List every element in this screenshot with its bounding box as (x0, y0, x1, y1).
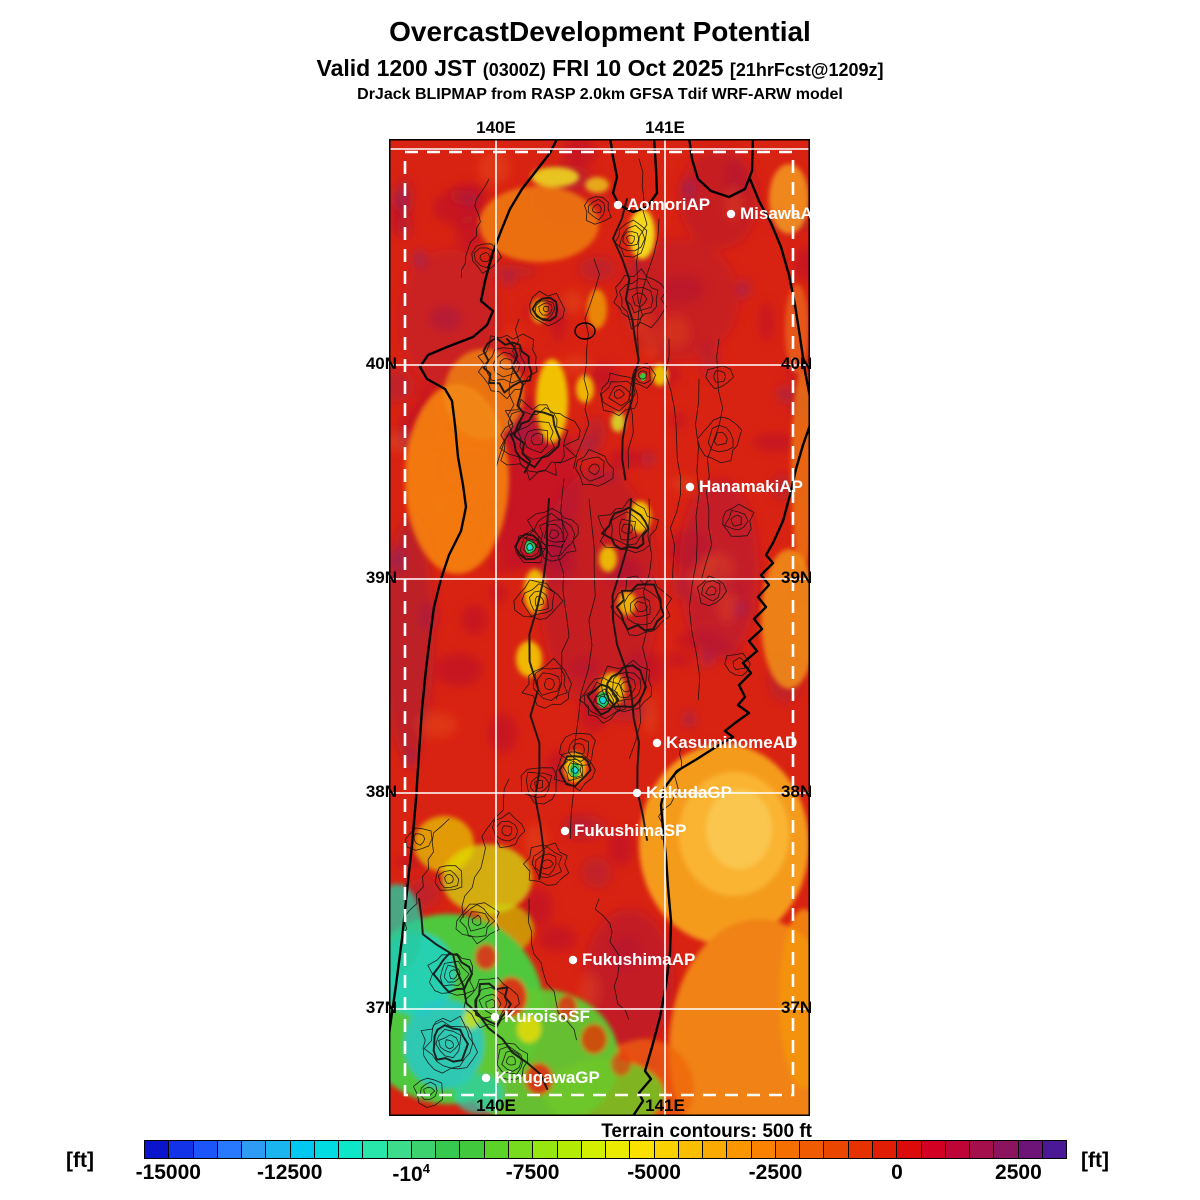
colorbar-segment (314, 1141, 340, 1158)
colorbar-bar (144, 1140, 1067, 1159)
valid-time-part: Valid 1200 JST (316, 55, 483, 81)
location-label: FukushimaAP (582, 950, 696, 969)
valid-time-part: [21hrFcst@1209z] (729, 60, 884, 80)
colorbar-segment (411, 1141, 437, 1158)
colorbar-segment (266, 1141, 291, 1158)
colorbar-segment (508, 1141, 534, 1158)
parallel-label-right: 37N (781, 998, 813, 1017)
colorbar-tick: -12500 (257, 1161, 323, 1184)
location-label: KuroisoSF (504, 1007, 590, 1026)
location-marker (685, 482, 695, 492)
field-layer (389, 139, 810, 1116)
location-label: KinugawaGP (495, 1068, 600, 1087)
valid-time-part: (0300Z) (482, 60, 546, 80)
colorbar-tick: 0 (891, 1161, 903, 1184)
parallel-label-left: 39N (365, 568, 397, 587)
model-line: DrJack BLIPMAP from RASP 2.0km GFSA Tdif… (357, 86, 843, 103)
colorbar-segment (145, 1141, 170, 1158)
colorbar-segment (945, 1141, 971, 1158)
colorbar-segment (460, 1141, 485, 1158)
colorbar-segment (363, 1141, 388, 1158)
colorbar-segment (678, 1141, 704, 1158)
colorbar-segment (217, 1141, 243, 1158)
coastline (389, 139, 810, 1116)
location-markers (481, 200, 736, 1083)
colorbar-unit-left: [ft] (66, 1149, 94, 1172)
location-label: KasuminomeAD (666, 733, 798, 752)
inset-dashed-border (403, 150, 795, 1097)
colorbar-segment (581, 1141, 607, 1158)
colorbar-segment (606, 1141, 631, 1158)
page-title: OvercastDevelopment Potential (389, 16, 811, 47)
meridian-label-bottom: 141E (645, 1096, 685, 1115)
location-label: MisawaAD (740, 204, 826, 223)
location-marker (613, 200, 623, 210)
colorbar-segment (533, 1141, 558, 1158)
valid-time-line: Valid 1200 JST (0300Z) FRI 10 Oct 2025 [… (0, 55, 1200, 82)
colorbar-tick: -104 (392, 1161, 430, 1186)
location-marker (560, 826, 570, 836)
colorbar-tick: -7500 (505, 1161, 560, 1184)
colorbar-segment (436, 1141, 461, 1158)
terrain-contours-note: Terrain contours: 500 ft (601, 1121, 812, 1142)
location-label: HanamakiAP (699, 477, 803, 496)
parallel-label-right: 39N (781, 568, 813, 587)
map-frame (389, 139, 810, 1116)
colorbar-segment (824, 1141, 849, 1158)
colorbar-segment (387, 1141, 412, 1158)
colorbar-segment (727, 1141, 752, 1158)
colorbar-unit-right: [ft] (1081, 1149, 1109, 1172)
colorbar-tick: -15000 (135, 1161, 201, 1184)
parallel-label-left: 38N (365, 782, 397, 801)
colorbar-segment (193, 1141, 218, 1158)
colorbar-segment (242, 1141, 267, 1158)
location-label: KakudaGP (646, 783, 732, 802)
colorbar-segment (703, 1141, 728, 1158)
colorbar-segment (654, 1141, 679, 1158)
meridian-label-top: 140E (476, 118, 516, 137)
colorbar-segment (290, 1141, 315, 1158)
colorbar-segment (775, 1141, 801, 1158)
location-marker (490, 1012, 500, 1022)
colorbar-segment (848, 1141, 873, 1158)
colorbar-segment (339, 1141, 364, 1158)
colorbar-segment (630, 1141, 655, 1158)
colorbar-segment (484, 1141, 509, 1158)
map-figure (389, 139, 810, 1116)
colorbar-segment (872, 1141, 898, 1158)
meridian-label-bottom: 140E (476, 1096, 516, 1115)
colorbar-segment (800, 1141, 825, 1158)
parallel-label-left: 40N (365, 354, 397, 373)
colorbar-segment (921, 1141, 946, 1158)
location-label: AomoriAP (627, 195, 711, 214)
colorbar-tick: -2500 (748, 1161, 803, 1184)
location-marker (632, 788, 642, 798)
colorbar-segment (751, 1141, 776, 1158)
colorbar-segment (994, 1141, 1019, 1158)
parallel-label-right: 38N (781, 782, 813, 801)
colorbar-tick-exponent: 4 (422, 1161, 430, 1176)
location-marker (568, 955, 578, 965)
colorbar-segment (897, 1141, 922, 1158)
map-canvas (389, 139, 810, 1116)
location-marker (652, 738, 662, 748)
parallel-label-right: 40N (781, 354, 813, 373)
valid-time-part: FRI 10 Oct 2025 (545, 55, 730, 81)
location-marker (481, 1073, 491, 1083)
colorbar-tick: -5000 (627, 1161, 681, 1184)
colorbar-tick: 2500 (995, 1161, 1042, 1184)
location-label: FukushimaSP (574, 821, 687, 840)
colorbar-segment (169, 1141, 194, 1158)
colorbar-segment (1042, 1141, 1067, 1158)
meridian-label-top: 141E (645, 118, 685, 137)
colorbar-segment (1018, 1141, 1043, 1158)
colorbar-segment (970, 1141, 995, 1158)
parallel-label-left: 37N (365, 998, 397, 1017)
location-marker (726, 209, 736, 219)
colorbar-segment (557, 1141, 582, 1158)
grid-lines (389, 139, 810, 1116)
